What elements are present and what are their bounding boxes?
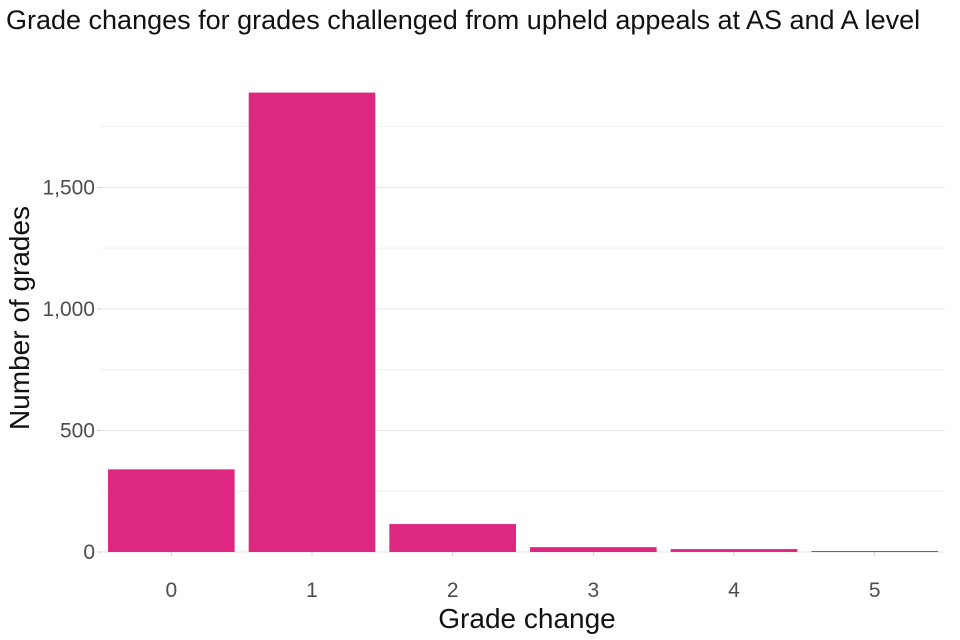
bar-1 [248,92,376,552]
y-axis-title: Number of grades [4,206,35,430]
x-axis-ticks: 0 1 2 3 4 5 [165,552,881,602]
x-tick-label: 2 [447,579,459,602]
chart-title: Grade changes for grades challenged from… [6,5,921,35]
x-tick-label: 5 [869,579,881,602]
y-tick-label: 500 [60,419,95,442]
bar-2 [389,524,516,552]
grid-lines [101,126,945,553]
y-tick-label: 0 [83,541,95,564]
y-tick-label: 1,500 [42,176,95,199]
bar-3 [530,547,657,552]
x-axis-title: Grade change [438,603,615,634]
bars [108,92,938,553]
x-tick-label: 1 [306,579,318,602]
bar-5 [811,551,938,553]
y-axis-ticks: 0 500 1,000 1,500 [42,176,101,564]
x-tick-label: 4 [728,579,740,602]
x-tick-label: 0 [165,579,177,602]
bar-0 [108,469,235,552]
bar-4 [670,549,798,552]
x-tick-label: 3 [587,579,599,602]
y-tick-label: 1,000 [42,298,95,321]
